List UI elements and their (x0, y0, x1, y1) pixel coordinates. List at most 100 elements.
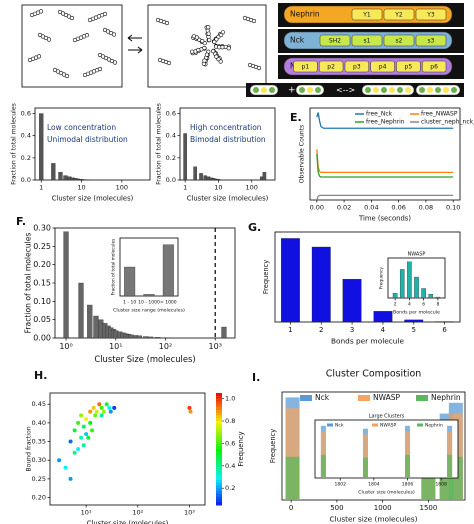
bar (193, 166, 197, 181)
composition-bar (285, 456, 300, 500)
cluster-bead (194, 35, 200, 40)
mini-site (427, 87, 433, 93)
colorbar-band (216, 449, 222, 453)
cluster-bead (206, 25, 211, 30)
panel-label: H. (34, 369, 47, 382)
colorbar-band (216, 482, 222, 486)
point (57, 458, 62, 463)
legend-swatch (327, 423, 333, 427)
y-tick-label: 0.15 (33, 279, 51, 288)
legend-swatch (300, 395, 312, 401)
molecule-bead (251, 18, 257, 24)
chart: 1 10 100 0.0 0.2 0.4 0.6 Cluster size (molecule… (156, 103, 276, 202)
cluster-bead (212, 39, 217, 44)
y-axis-label: Fraction of total molecules (110, 238, 116, 295)
molecule-bead (69, 15, 75, 21)
point (86, 435, 91, 440)
x-tick-label: 8 (436, 302, 439, 308)
colorbar-band (216, 496, 222, 500)
x-axis-label: Cluster size range (molecules) (113, 307, 185, 313)
x-tick-label: 1 (183, 184, 187, 192)
colorbar-band (216, 398, 222, 402)
x-axis-label: Cluster size (molecules) (187, 194, 269, 202)
point (93, 413, 98, 418)
annotation: Unimodal distribution (47, 135, 128, 144)
molecule-bead (102, 11, 108, 17)
cluster-bead (200, 39, 205, 44)
site-label: p6 (430, 64, 438, 71)
bar (147, 336, 154, 339)
bar (414, 276, 419, 299)
colorbar-band (216, 468, 222, 472)
y-tick-label: 0.2 (21, 154, 31, 162)
cluster-bead (218, 32, 224, 38)
panel-label: I. (252, 371, 260, 384)
bar (262, 172, 267, 181)
colorbar-tick-label: 0.4 (225, 462, 235, 470)
site (422, 60, 447, 73)
site-label: p3 (353, 64, 361, 71)
colorbar-band (216, 488, 222, 492)
mini-site (381, 87, 387, 93)
colorbar-tick-label: 1.0 (225, 395, 235, 403)
site-label: s1 (364, 38, 371, 45)
colorbar-band (216, 474, 222, 478)
y-tick-label: 0.25 (32, 475, 46, 483)
x-axis-label: Cluster Size (molecules) (94, 354, 195, 364)
point (76, 447, 81, 451)
x-axis-label: Bonds per molecule (393, 309, 440, 315)
y-tick-label: 0.20 (33, 260, 51, 269)
x-axis-label: Cluster size (molecules) (52, 194, 134, 202)
site-label: SH2 (329, 38, 341, 45)
molecules (27, 9, 262, 79)
mini-site (299, 87, 305, 93)
site-label: p4 (379, 64, 387, 71)
x-tick-label: 10³ (209, 342, 222, 351)
x-tick-label: 4 (381, 326, 386, 334)
point (68, 476, 73, 481)
chart-title: Large Clusters (369, 413, 405, 419)
point (101, 409, 106, 414)
x-tick-label: 0.06 (391, 204, 405, 212)
composition-bar (405, 454, 411, 478)
site (319, 34, 351, 47)
colorbar-band (216, 446, 222, 450)
colorbar-band (216, 502, 222, 506)
point (68, 439, 73, 444)
legend-swatch (417, 423, 423, 427)
chart-title: Cluster Composition (326, 368, 421, 379)
y-tick-label: 0.10 (33, 297, 51, 306)
site (383, 34, 415, 47)
mini-site (365, 87, 371, 93)
bar (407, 261, 412, 299)
legend-label: Nephrin (425, 423, 443, 429)
molecule-bead (112, 60, 118, 65)
colorbar-band (216, 479, 222, 484)
x-axis-label: Cluster size (molecules) (330, 514, 418, 523)
molecule-bead (64, 73, 70, 79)
annotation: High concentration (190, 123, 262, 132)
point (90, 428, 95, 433)
y-axis-label: Fraction of total molecules (11, 103, 18, 185)
y-tick-label: 0.6 (166, 110, 176, 118)
y-tick-label: 0.30 (32, 456, 46, 464)
colorbar-tick-label: 0.6 (225, 439, 235, 447)
colorbar-band (216, 435, 222, 439)
bar (143, 294, 155, 297)
x-tick-label: 100 (116, 184, 128, 192)
molecule-bead (256, 65, 262, 71)
point (188, 409, 193, 414)
bar (199, 173, 203, 181)
domain-name: Nephrin (290, 10, 320, 19)
x-tick-label: 1500 (419, 504, 437, 512)
domain-name: Nck (290, 36, 305, 45)
x-tick-label: 0 (289, 504, 293, 512)
x-tick-label: 0.02 (337, 204, 351, 212)
site (415, 34, 447, 47)
reaction-plus: + (288, 86, 296, 96)
bar (203, 175, 207, 181)
molecule-bead (38, 9, 44, 14)
x-tick-label: 1806 (402, 482, 414, 488)
point (81, 424, 86, 429)
colorbar-band (216, 407, 222, 411)
